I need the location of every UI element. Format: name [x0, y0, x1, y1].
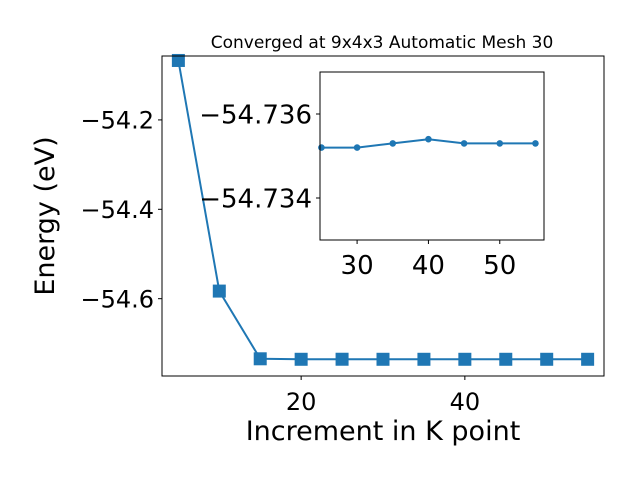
inset-chart-x-tick-label: 50 [483, 251, 516, 281]
main-chart-data-point [253, 352, 267, 366]
inset-chart-data-point [425, 135, 432, 143]
main-chart-data-point [458, 352, 472, 366]
inset-chart-data-point [389, 140, 397, 147]
main-chart-frame [161, 55, 605, 377]
main-chart-data-point [171, 53, 185, 67]
main-chart-data-point [376, 352, 390, 366]
inset-chart-data-point [532, 140, 539, 147]
main-chart: Converged at 9x4x3 Automatic Mesh 30 20 4… [30, 33, 605, 447]
main-chart-marks [171, 53, 595, 366]
inset-chart-data-point [496, 140, 504, 147]
inset-chart-data-point [353, 144, 361, 151]
main-chart-data-point [540, 352, 554, 366]
main-chart-x-axis-label: Increment in K point [246, 416, 521, 447]
inset-chart-marks [318, 135, 539, 151]
main-chart-data-point [212, 284, 226, 298]
main-chart-data-point [499, 352, 513, 366]
main-chart-data-point [417, 352, 431, 366]
inset-chart-x-tick-label: 40 [412, 251, 445, 281]
main-chart-data-point [581, 352, 595, 366]
main-chart-x-tick-label: 40 [450, 388, 481, 416]
main-chart-y-tick-label: −54.4 [80, 196, 154, 224]
inset-chart-ticks: 30 40 50 −54.736 −54.734 [199, 100, 516, 281]
inset-chart-background [320, 72, 544, 240]
main-chart-y-tick-label: −54.6 [80, 285, 154, 313]
main-chart-y-tick-label: −54.2 [80, 107, 154, 135]
inset-chart: 30 40 50 −54.736 −54.734 [199, 71, 545, 281]
inset-chart-frame [319, 71, 545, 241]
main-chart-data-point [335, 352, 349, 366]
main-chart-y-axis-label: Energy (eV) [30, 136, 61, 295]
main-chart-ticks: 20 40 −54.2 −54.4 −54.6 [80, 107, 480, 416]
inset-chart-data-point [460, 140, 468, 147]
main-chart-x-tick-label: 20 [286, 388, 317, 416]
inset-chart-y-tick-label: −54.736 [199, 100, 312, 130]
main-chart-title: Converged at 9x4x3 Automatic Mesh 30 [211, 33, 554, 53]
inset-chart-y-tick-label: −54.734 [199, 184, 312, 214]
inset-chart-x-tick-label: 30 [341, 251, 374, 281]
main-chart-data-point [294, 352, 308, 366]
inset-chart-data-point [318, 144, 325, 151]
